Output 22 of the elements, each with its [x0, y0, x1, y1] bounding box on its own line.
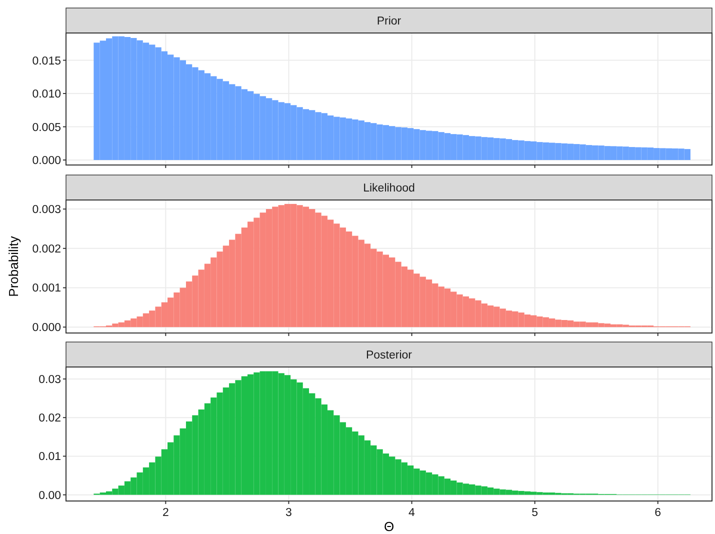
chart-title: Posterior: [366, 350, 412, 362]
chart-title: Likelihood: [363, 182, 415, 194]
y-axis-title: Probability: [6, 236, 21, 297]
y-tick-label: 0.002: [32, 243, 61, 256]
x-tick-label: 4: [408, 507, 416, 519]
y-tick-label: 0.02: [38, 412, 61, 425]
y-tick-label: 0.01: [38, 451, 61, 464]
x-tick-label: 6: [654, 507, 662, 519]
y-tick-label: 0.03: [38, 374, 61, 386]
x-tick-label: 5: [532, 507, 538, 519]
chart-title: Prior: [376, 16, 402, 28]
y-tick-label: 0.015: [32, 55, 61, 68]
y-tick-label: 0.001: [32, 282, 61, 295]
y-tick-label: 0.000: [32, 155, 61, 168]
x-axis-title: Θ: [384, 519, 394, 534]
y-tick-label: 0.005: [32, 122, 61, 134]
x-tick-label: 2: [162, 507, 169, 519]
x-tick-label: 3: [286, 507, 292, 519]
y-tick-label: 0.000: [32, 322, 61, 334]
y-tick-label: 0.003: [32, 204, 61, 216]
y-tick-label: 0.010: [32, 88, 61, 101]
y-tick-label: 0.00: [38, 490, 61, 502]
